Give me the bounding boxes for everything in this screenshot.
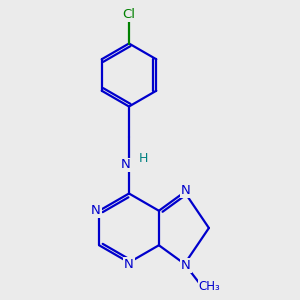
Text: N: N <box>91 204 101 217</box>
Text: N: N <box>181 184 191 197</box>
Text: N: N <box>181 259 191 272</box>
Text: H: H <box>139 152 148 165</box>
Text: CH₃: CH₃ <box>198 280 220 293</box>
Text: N: N <box>121 158 130 172</box>
Text: Cl: Cl <box>122 8 136 21</box>
Text: N: N <box>124 257 134 271</box>
